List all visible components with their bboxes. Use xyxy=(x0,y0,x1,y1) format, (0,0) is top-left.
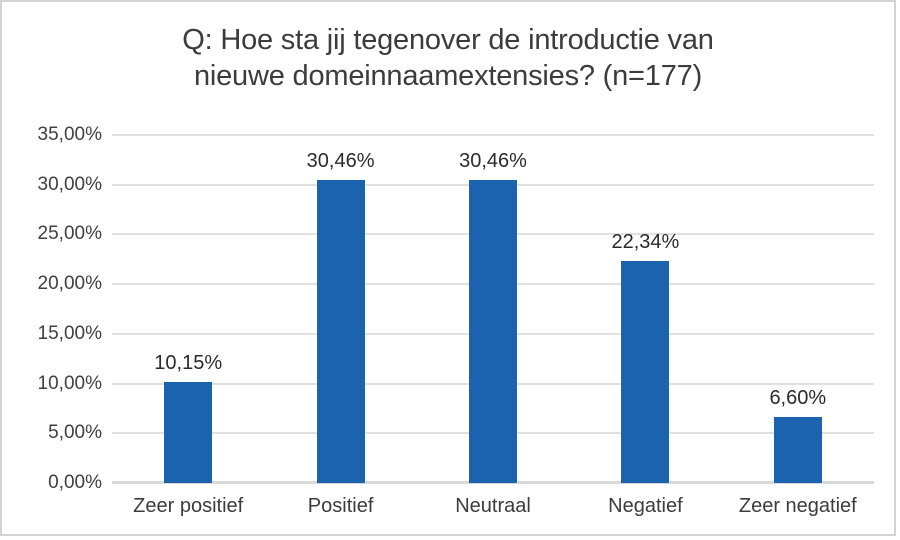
bar-value-label: 6,60% xyxy=(769,387,827,410)
y-axis-label: 15,00% xyxy=(37,322,102,344)
bar-column: 22,34% xyxy=(569,135,721,483)
bar-value-label: 10,15% xyxy=(154,352,223,375)
bar-value-label: 30,46% xyxy=(459,150,527,173)
x-axis-label: Neutraal xyxy=(455,495,531,517)
y-axis-label: 25,00% xyxy=(37,223,102,245)
y-axis-label: 20,00% xyxy=(37,273,102,295)
y-axis-label: 10,00% xyxy=(37,372,102,394)
x-axis-label: Zeer positief xyxy=(133,495,244,517)
x-axis-label: Positief xyxy=(307,495,374,517)
plot-area: 10,15% 30,46% 30,46% 22,34% 6,60% xyxy=(112,134,874,484)
bar xyxy=(469,180,517,483)
bar xyxy=(621,260,670,483)
y-axis-label: 30,00% xyxy=(37,173,102,195)
x-axis-label: Zeer negatief xyxy=(738,495,857,517)
chart-title-line2: nieuwe domeinnaamextensies? (n=177) xyxy=(193,60,703,92)
bar-column: 30,46% xyxy=(265,135,417,483)
y-axis-label: 5,00% xyxy=(48,422,102,444)
bar xyxy=(773,417,822,483)
y-axis-label: 35,00% xyxy=(37,124,102,145)
bar-column: 6,60% xyxy=(722,135,874,483)
bar-column: 10,15% xyxy=(112,135,264,483)
bar xyxy=(164,382,213,483)
bar xyxy=(316,180,365,483)
bar-value-label: 30,46% xyxy=(306,150,375,173)
x-axis-labels: Zeer positief Positief Neutraal Negatief Zee… xyxy=(112,495,874,525)
y-axis-labels: 0,00% 5,00% 10,00% 15,00% 20,00% 25,00% 30,00%… xyxy=(2,124,102,493)
chart-title-line1: Q: Hoe sta jij tegenover de introductie … xyxy=(182,24,714,56)
y-axis-label: 0,00% xyxy=(48,472,102,493)
bar-column: 30,46% xyxy=(417,135,569,483)
gridline xyxy=(112,134,874,136)
chart-title: Q: Hoe sta jij tegenover de introductie … xyxy=(2,22,894,94)
bar-value-label: 22,34% xyxy=(611,230,680,253)
x-axis-label: Negatief xyxy=(608,495,683,517)
